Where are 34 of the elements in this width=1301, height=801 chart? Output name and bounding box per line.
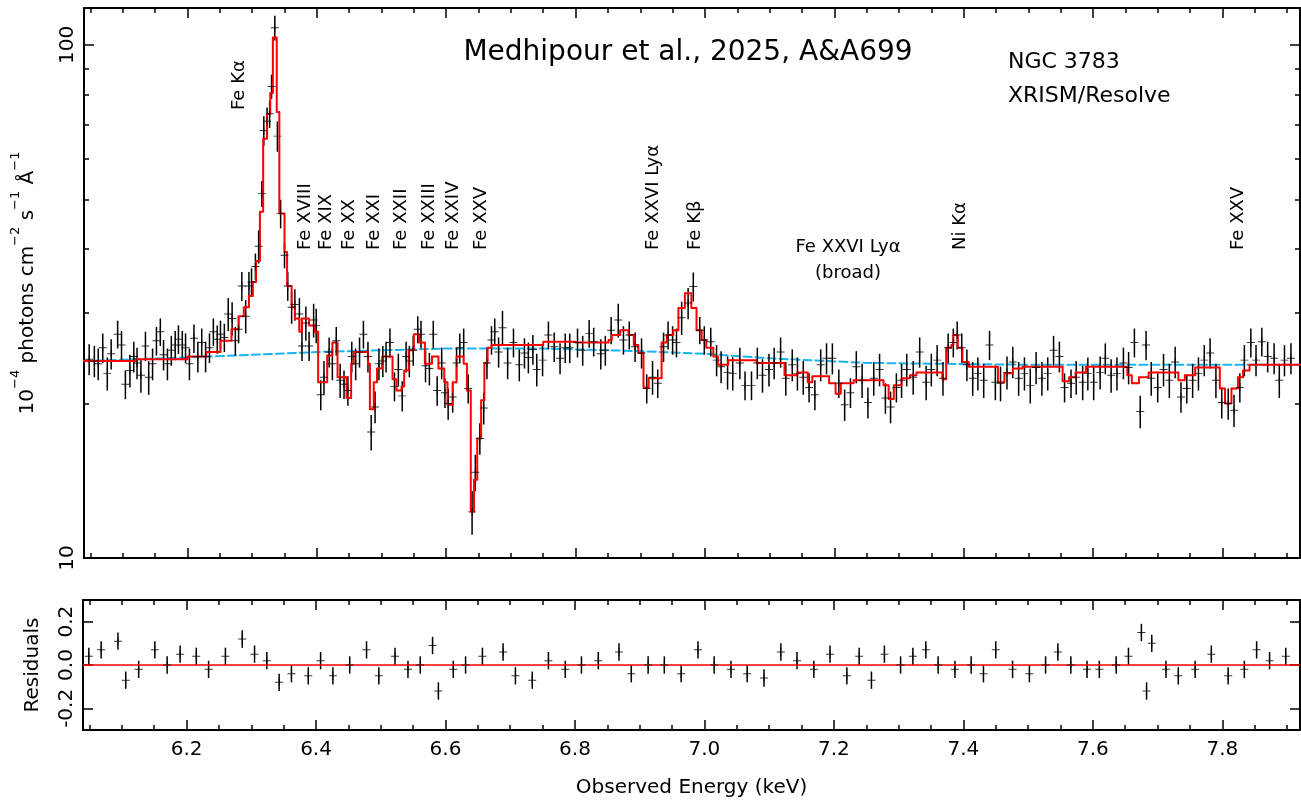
x-tick-label: 6.4: [300, 736, 332, 760]
annotation: NGC 3783: [1008, 47, 1120, 73]
annotation: Fe Kα: [226, 60, 248, 110]
annotation: Fe XXIII: [416, 183, 438, 250]
annotation: Fe Kβ: [682, 200, 704, 250]
annotation: Fe XXVI Lyα: [640, 144, 662, 250]
annotation: Medhipour et al., 2025, A&A699: [463, 33, 913, 67]
annotation: Ni Kα: [947, 202, 969, 250]
annotation: Fe XX: [336, 199, 358, 250]
annotation: Fe XXV: [468, 186, 490, 250]
annotation: Fe XXI: [361, 193, 383, 250]
y-axis-title: Residuals: [19, 617, 43, 713]
x-tick-label: 7.6: [1076, 736, 1109, 760]
y-tick-label: -0.2: [53, 688, 77, 728]
x-tick-label: 7.4: [947, 736, 980, 760]
y-tick-label: 0.0: [53, 649, 77, 681]
annotation: Fe XXV: [1225, 186, 1247, 250]
annotation: Fe XVIII: [292, 183, 314, 250]
x-axis-title: Observed Energy (keV): [575, 774, 808, 798]
annotation: Fe XIX: [313, 193, 335, 250]
y-tick-label: 100: [54, 25, 78, 64]
x-tick-label: 6.8: [559, 736, 591, 760]
annotation: XRISM/Resolve: [1008, 81, 1171, 107]
y-tick-label: 10: [54, 545, 78, 571]
y-tick-label: 0.2: [53, 605, 77, 638]
annotation: Fe XXIV: [440, 180, 462, 250]
x-tick-label: 6.6: [429, 736, 462, 760]
x-tick-label: 7.2: [818, 736, 850, 760]
annotation: Fe XXVI Lyα (broad): [795, 234, 901, 282]
x-tick-label: 7.0: [688, 736, 721, 760]
annotation: Fe XXII: [388, 188, 410, 250]
x-tick-label: 6.2: [170, 736, 203, 760]
y-axis-title: 10−4 photons cm−2 s−1 Å−1: [7, 151, 38, 415]
x-tick-label: 7.8: [1206, 736, 1239, 760]
